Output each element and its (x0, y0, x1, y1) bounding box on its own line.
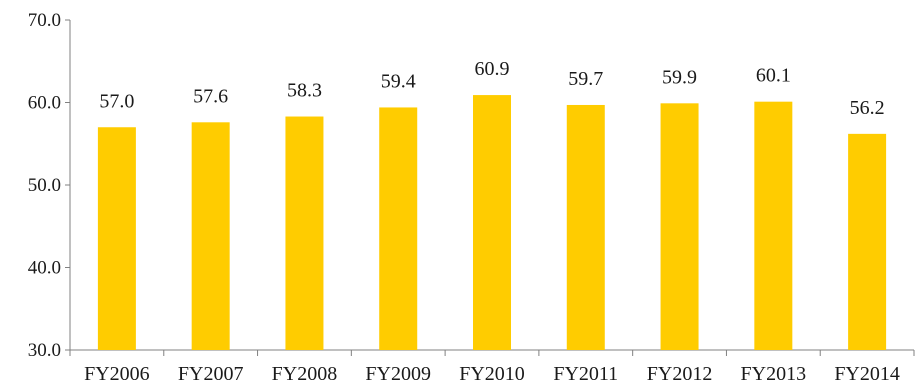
x-tick-label-fy2010: FY2010 (459, 363, 525, 385)
data-label-fy2007: 57.6 (193, 85, 228, 107)
bar-fy2010 (473, 95, 511, 350)
data-label-fy2014: 56.2 (850, 97, 885, 119)
x-tick-label-fy2008: FY2008 (272, 363, 338, 385)
x-tick-label-fy2009: FY2009 (365, 363, 431, 385)
x-tick-label-fy2014: FY2014 (834, 363, 900, 385)
y-tick-label: 30.0 (28, 340, 61, 361)
bar-fy2011 (566, 104, 605, 350)
data-label-fy2011: 59.7 (568, 68, 603, 90)
data-label-fy2012: 59.9 (662, 66, 697, 88)
y-tick-label: 70.0 (28, 10, 61, 31)
bar-fy2012 (660, 103, 699, 350)
bar-fy2007 (191, 122, 230, 350)
x-tick-label-fy2011: FY2011 (553, 363, 618, 385)
y-axis: 30.0 40.0 50.0 60.0 70.0 (28, 10, 71, 361)
y-tick-label: 60.0 (28, 93, 61, 114)
bar-fy2008 (285, 116, 324, 351)
data-label-fy2010: 60.9 (475, 58, 510, 80)
data-label-fy2008: 58.3 (287, 80, 322, 102)
x-axis: FY2006 FY2007 FY2008 FY2009 FY2010 FY2011 FY20… (69, 349, 915, 385)
y-tick-label: 50.0 (28, 175, 61, 196)
x-tick-label-fy2006: FY2006 (84, 363, 150, 385)
bar-fy2009 (379, 107, 418, 350)
data-labels: 57.0 57.6 58.3 59.4 60.9 59.7 59.9 60.1 56.2 (99, 58, 884, 119)
bar-fy2013 (754, 101, 793, 350)
x-tick-label-fy2012: FY2012 (647, 363, 713, 385)
x-tick-label-fy2007: FY2007 (178, 363, 244, 385)
bar-fy2006 (97, 127, 136, 350)
data-label-fy2013: 60.1 (756, 65, 791, 87)
bars (97, 95, 887, 351)
x-tick-label-fy2013: FY2013 (741, 363, 807, 385)
data-label-fy2009: 59.4 (381, 70, 416, 92)
data-label-fy2006: 57.0 (99, 90, 134, 112)
y-tick-label: 40.0 (28, 258, 61, 279)
bar-fy2014 (848, 133, 887, 350)
